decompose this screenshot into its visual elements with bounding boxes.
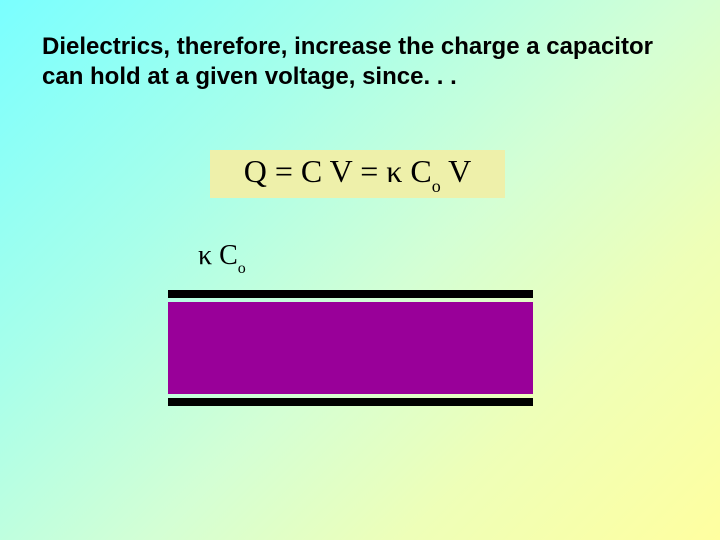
- kappa-sub-o: o: [238, 260, 246, 277]
- eq-sub-o: o: [432, 176, 441, 196]
- eq-eq2: =: [352, 153, 386, 189]
- equation-highlight-box: Q = C V = κ Co V: [210, 150, 505, 198]
- capacitor-diagram: [168, 290, 533, 406]
- kappa-char: κ: [198, 240, 212, 271]
- bottom-plate: [168, 398, 533, 406]
- kappa-c-label: κ Co: [198, 240, 246, 276]
- top-plate: [168, 290, 533, 298]
- eq-C2: C: [410, 153, 431, 189]
- slide-heading: Dielectrics, therefore, increase the cha…: [42, 32, 670, 92]
- eq-sp1: [322, 153, 329, 189]
- kappa-C: C: [219, 240, 238, 271]
- eq-eq1: =: [267, 153, 301, 189]
- eq-C: C: [301, 153, 322, 189]
- eq-Q: Q: [244, 153, 267, 189]
- eq-kappa: κ: [386, 153, 402, 189]
- eq-V1: V: [330, 153, 353, 189]
- dielectric-slab: [168, 302, 533, 394]
- eq-V2: V: [448, 153, 471, 189]
- equation-text: Q = C V = κ Co V: [244, 153, 472, 194]
